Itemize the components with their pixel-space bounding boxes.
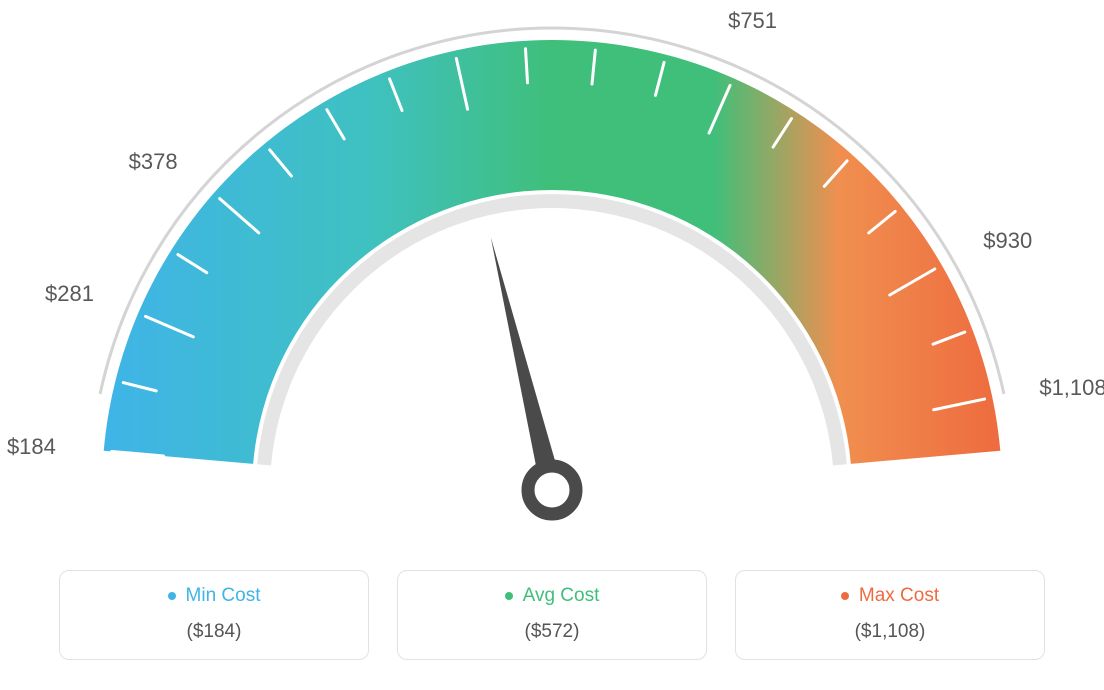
dot-icon bbox=[168, 592, 176, 600]
gauge-scale-label: $1,108 bbox=[1039, 375, 1104, 401]
min-cost-value: ($184) bbox=[70, 621, 358, 643]
gauge-band bbox=[104, 40, 1001, 464]
gauge-scale-label: $184 bbox=[7, 434, 56, 460]
min-cost-title: Min Cost bbox=[168, 585, 261, 607]
dot-icon bbox=[505, 592, 513, 600]
dot-icon bbox=[841, 592, 849, 600]
avg-cost-label: Avg Cost bbox=[523, 585, 600, 607]
gauge-chart bbox=[0, 0, 1104, 560]
gauge-tick bbox=[525, 49, 527, 83]
max-cost-label: Max Cost bbox=[859, 585, 939, 607]
summary-row: Min Cost ($184) Avg Cost ($572) Max Cost… bbox=[0, 570, 1104, 660]
gauge-needle-hub bbox=[528, 466, 576, 514]
gauge-scale-label: $572 bbox=[420, 0, 469, 4]
gauge-needle bbox=[491, 237, 563, 492]
gauge-scale-label: $930 bbox=[983, 228, 1032, 254]
max-cost-title: Max Cost bbox=[841, 585, 939, 607]
gauge-scale-label: $281 bbox=[45, 281, 94, 307]
avg-cost-card: Avg Cost ($572) bbox=[397, 570, 707, 660]
gauge-container: $184 $281 $378 $572 $751 $930 $1,108 bbox=[0, 0, 1104, 560]
max-cost-card: Max Cost ($1,108) bbox=[735, 570, 1045, 660]
min-cost-card: Min Cost ($184) bbox=[59, 570, 369, 660]
avg-cost-value: ($572) bbox=[408, 621, 696, 643]
avg-cost-title: Avg Cost bbox=[505, 585, 600, 607]
min-cost-label: Min Cost bbox=[186, 585, 261, 607]
max-cost-value: ($1,108) bbox=[746, 621, 1034, 643]
gauge-scale-label: $378 bbox=[129, 149, 178, 175]
gauge-scale-label: $751 bbox=[728, 8, 777, 34]
